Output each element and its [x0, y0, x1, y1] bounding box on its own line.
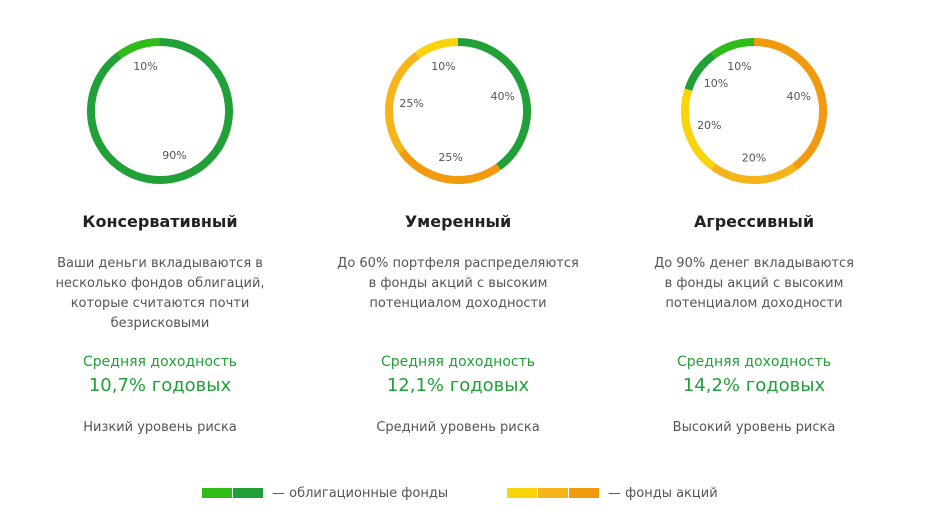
allocation-ring: 40% 25% 25% 10% — [373, 26, 543, 196]
ring-segment — [117, 38, 161, 59]
segment-percent-label: 40% — [786, 90, 810, 103]
return-value: 10,7% годовых — [88, 375, 232, 396]
ring-segment — [398, 149, 501, 184]
risk-level: Низкий уровень риска — [83, 420, 237, 435]
ring-segment — [87, 38, 233, 184]
portfolio-description: До 90% денег вкладываются в фонды акций … — [624, 254, 884, 314]
risk-level: Высокий уровень риска — [672, 420, 836, 435]
portfolio-columns: 90% 10% Консервативный Ваши деньги вклады… — [30, 0, 884, 470]
legend-swatch — [233, 488, 263, 498]
portfolio-description: Ваши деньги вкладываются в несколько фон… — [30, 254, 290, 334]
allocation-ring: 90% 10% — [75, 26, 245, 196]
portfolio-title: Агрессивный — [693, 212, 815, 231]
portfolio-title: Консервативный — [82, 212, 238, 231]
legend-stocks: — фонды акций — [507, 485, 718, 501]
return-label: Средняя доходность — [83, 354, 237, 370]
portfolio-description: До 60% портфеля распределяются в фонды а… — [328, 254, 588, 314]
ring-segment — [711, 38, 755, 59]
description-line: в фонды акций с высоким — [664, 276, 844, 291]
ring-segment — [415, 38, 459, 59]
description-line: безрисковыми — [110, 316, 210, 331]
segment-percent-label: 20% — [742, 152, 766, 165]
segment-percent-label: 10% — [133, 60, 157, 73]
description-line: несколько фондов облигаций, — [55, 276, 265, 291]
legend-swatch — [538, 488, 568, 498]
legend-label: — фонды акций — [608, 485, 718, 501]
return-label: Средняя доходность — [677, 354, 831, 370]
description-line: в фонды акций с высоким — [368, 276, 548, 291]
return-label: Средняя доходность — [381, 354, 535, 370]
segment-percent-label: 20% — [697, 119, 721, 132]
description-line: Ваши деньги вкладываются в — [57, 256, 263, 271]
segment-percent-label: 10% — [704, 77, 728, 90]
ring-segment — [684, 51, 716, 92]
ring-segment — [457, 38, 531, 171]
legend-swatch — [202, 488, 232, 498]
ring-segment — [753, 38, 827, 171]
return-value: 14,2% годовых — [682, 375, 826, 396]
segment-percent-label: 25% — [438, 151, 462, 164]
segment-percent-label: 10% — [431, 60, 455, 73]
legend-swatches — [507, 488, 600, 498]
description-line: До 60% портфеля распределяются — [337, 256, 579, 271]
ring-segment — [385, 51, 420, 154]
segment-percent-label: 90% — [162, 149, 186, 162]
legend-swatch — [569, 488, 599, 498]
legend-swatch — [507, 488, 537, 498]
allocation-ring: 40% 20% 20% 10% 10% — [669, 26, 839, 196]
ring-svg: 40% 20% 20% 10% 10% — [681, 38, 827, 184]
legend-swatches — [202, 488, 264, 498]
ring-segment — [681, 88, 716, 171]
description-line: потенциалом доходности — [665, 296, 843, 311]
description-line: которые считаются почти — [70, 296, 250, 311]
segment-percent-label: 25% — [399, 97, 423, 110]
portfolio-moderate[interactable]: 40% 25% 25% 10% Умеренный До 60% портфеля р… — [328, 0, 588, 470]
portfolio-title: Умеренный — [404, 212, 512, 231]
return-value: 12,1% годовых — [386, 375, 530, 396]
description-line: До 90% денег вкладываются — [654, 256, 854, 271]
description-line: потенциалом доходности — [369, 296, 547, 311]
legend-label: — облигационные фонды — [272, 485, 449, 501]
ring-svg: 40% 25% 25% 10% — [385, 38, 531, 184]
legend-bonds: — облигационные фонды — [202, 485, 448, 501]
portfolio-aggressive[interactable]: 40% 20% 20% 10% 10% Агрессивный До 90% денег… — [624, 0, 884, 470]
segment-percent-label: 40% — [490, 90, 514, 103]
risk-level: Средний уровень риска — [376, 420, 540, 435]
segment-percent-label: 10% — [727, 60, 751, 73]
portfolio-conservative[interactable]: 90% 10% Консервативный Ваши деньги вклады… — [30, 0, 290, 470]
ring-svg: 90% 10% — [87, 38, 233, 184]
ring-segment — [711, 163, 797, 184]
